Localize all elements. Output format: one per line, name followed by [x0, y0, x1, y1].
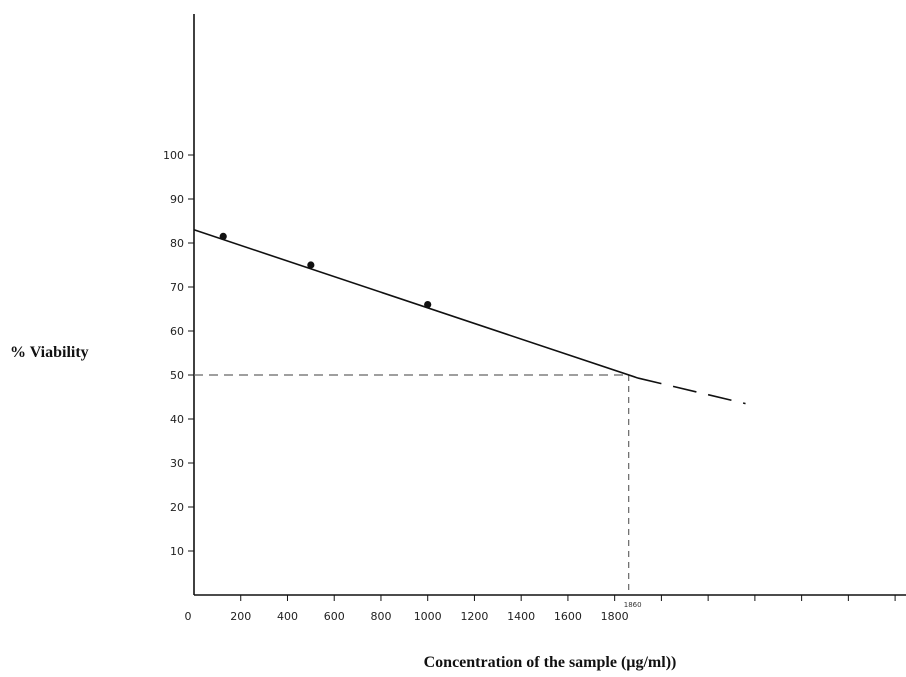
x-axis-label: Concentration of the sample (µg/ml))	[424, 654, 677, 671]
data-point	[424, 301, 432, 309]
x-tick-label: 1200	[460, 610, 488, 623]
reference-x-label: 1860	[624, 601, 642, 609]
y-tick-label: 30	[170, 457, 184, 470]
y-tick-label: 100	[163, 149, 184, 162]
x-tick-label: 1400	[507, 610, 535, 623]
fit-line	[193, 229, 639, 379]
extrapolation-line	[637, 377, 746, 405]
y-tick-label: 80	[170, 237, 184, 250]
y-tick-label: 40	[170, 413, 184, 426]
x-tick-label: 1000	[414, 610, 442, 623]
data-point	[219, 232, 227, 240]
y-tick-label: 50	[170, 369, 184, 382]
y-tick-label: 20	[170, 501, 184, 514]
x-tick-label: 600	[324, 610, 345, 623]
x-tick-label: 400	[277, 610, 298, 623]
data-points	[219, 232, 432, 309]
x-tick-label: 1600	[554, 610, 582, 623]
y-tick-label: 10	[170, 545, 184, 558]
x-tick-label: 0	[185, 610, 192, 623]
y-tick-label: 60	[170, 325, 184, 338]
y-axis-label: % Viability	[10, 344, 89, 361]
axes	[193, 14, 906, 596]
y-tick-label: 70	[170, 281, 184, 294]
y-tick-label: 90	[170, 193, 184, 206]
reference-guides: 1860	[194, 374, 642, 609]
data-point	[307, 261, 315, 269]
fit-lines	[193, 229, 746, 405]
x-tick-label: 1800	[601, 610, 629, 623]
x-tick-label: 200	[230, 610, 251, 623]
x-tick-label: 800	[370, 610, 391, 623]
